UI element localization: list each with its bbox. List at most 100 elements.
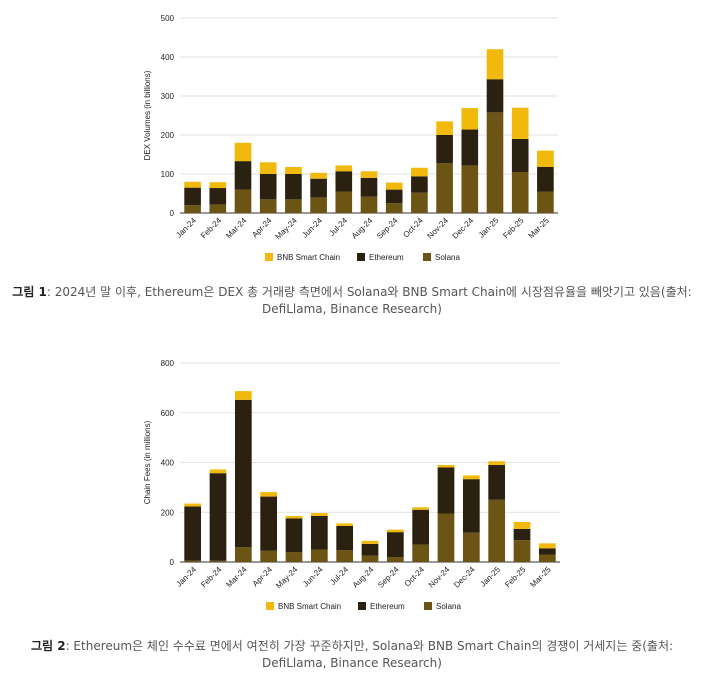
figure-1-caption: 그림 1: 2024년 말 이후, Ethereum은 DEX 총 거래량 측면… bbox=[0, 284, 704, 318]
bar-segment bbox=[259, 162, 277, 174]
bar-segment bbox=[184, 560, 202, 562]
bar-segment bbox=[538, 543, 556, 549]
bar-segment bbox=[385, 203, 403, 213]
x-tick-label: Jun-24 bbox=[301, 565, 325, 589]
bar-segment bbox=[209, 473, 227, 561]
bar-segment bbox=[184, 506, 202, 561]
figure-2-caption: 그림 2: Ethereum은 체인 수수료 면에서 여전히 가장 꾸준하지만,… bbox=[0, 638, 704, 672]
legend-label: Solana bbox=[436, 602, 461, 611]
bar-segment bbox=[285, 518, 303, 553]
legend-swatch bbox=[357, 253, 365, 261]
bar-segment bbox=[486, 79, 504, 113]
bar-segment bbox=[462, 479, 480, 533]
bar-segment bbox=[361, 540, 379, 544]
bar-segment bbox=[285, 166, 302, 174]
y-tick-label: 200 bbox=[161, 508, 175, 517]
bar-segment bbox=[335, 171, 353, 192]
bar-segment bbox=[310, 515, 328, 550]
bar-segment bbox=[209, 182, 227, 189]
x-tick-label: Mar-24 bbox=[224, 216, 249, 241]
bar-segment bbox=[285, 199, 302, 213]
x-tick-label: Mar-25 bbox=[527, 216, 552, 241]
bar-segment bbox=[234, 161, 252, 190]
bar-segment bbox=[259, 174, 277, 200]
bar-segment bbox=[310, 178, 327, 198]
bar-segment bbox=[461, 129, 479, 166]
figure-2-caption-source: DefiLlama, Binance Research) bbox=[262, 656, 442, 670]
legend-label: Ethereum bbox=[369, 253, 404, 262]
bar-segment bbox=[511, 172, 529, 213]
y-tick-label: 100 bbox=[161, 170, 175, 179]
bar-segment bbox=[260, 492, 278, 497]
bar-segment bbox=[412, 507, 430, 510]
bar-segment bbox=[209, 204, 227, 213]
bar-segment bbox=[361, 555, 379, 562]
bar-segment bbox=[260, 496, 278, 551]
figure-1-label: 그림 1 bbox=[12, 285, 47, 299]
bar-segment bbox=[360, 196, 378, 213]
x-tick-label: Nov-24 bbox=[427, 565, 452, 590]
bar-segment bbox=[336, 525, 354, 551]
bar-segment bbox=[436, 163, 453, 213]
x-tick-label: Feb-25 bbox=[501, 216, 526, 241]
y-tick-label: 200 bbox=[161, 131, 175, 140]
bar-segment bbox=[412, 509, 430, 545]
bar-segment bbox=[411, 167, 428, 177]
bar-segment bbox=[285, 515, 303, 519]
bar-segment bbox=[513, 528, 531, 541]
bar-segment bbox=[537, 150, 554, 167]
bar-segment bbox=[437, 513, 455, 562]
bar-segment bbox=[513, 521, 531, 529]
x-tick-label: Sep-24 bbox=[376, 565, 401, 590]
x-tick-label: Oct-24 bbox=[403, 565, 427, 589]
bar-segment bbox=[537, 191, 554, 213]
bar-segment bbox=[335, 191, 353, 213]
x-tick-label: Dec-24 bbox=[452, 565, 477, 590]
bar-segment bbox=[511, 138, 529, 173]
bar-segment bbox=[462, 475, 480, 480]
bar-segment bbox=[234, 142, 252, 162]
bar-segment bbox=[385, 182, 403, 190]
x-tick-label: Jan-25 bbox=[477, 216, 501, 240]
bar-segment bbox=[538, 548, 556, 555]
bar-segment bbox=[412, 544, 430, 562]
bar-segment bbox=[386, 532, 404, 558]
bar-segment bbox=[234, 399, 252, 548]
bar-segment bbox=[285, 174, 302, 200]
bar-segment bbox=[437, 467, 455, 514]
bar-segment bbox=[361, 543, 379, 556]
bar-segment bbox=[184, 205, 201, 213]
figure-2-caption-text: : Ethereum은 체인 수수료 면에서 여전히 가장 꾸준하지만, Sol… bbox=[65, 639, 674, 653]
legend-swatch bbox=[423, 253, 431, 261]
bar-segment bbox=[360, 177, 378, 197]
x-tick-label: Apr-24 bbox=[250, 216, 274, 240]
bar-segment bbox=[310, 512, 328, 516]
legend-swatch bbox=[358, 602, 366, 610]
y-tick-label: 300 bbox=[161, 92, 175, 101]
y-tick-label: 400 bbox=[161, 459, 175, 468]
x-tick-label: Nov-24 bbox=[425, 216, 450, 241]
y-tick-label: 400 bbox=[161, 53, 175, 62]
bar-segment bbox=[461, 108, 479, 130]
x-tick-label: Aug-24 bbox=[351, 565, 376, 590]
bar-segment bbox=[234, 547, 252, 562]
legend-swatch bbox=[424, 602, 432, 610]
x-tick-label: Jan-25 bbox=[478, 565, 502, 589]
dex-volumes-chart: 0 100 200 300 400 500 DEX Volumes (in billions… bbox=[0, 0, 704, 325]
legend-label: BNB Smart Chain bbox=[278, 602, 341, 611]
x-tick-label: Jan-24 bbox=[174, 565, 198, 589]
x-tick-label: Aug-24 bbox=[350, 216, 375, 241]
x-tick-label: Jul-24 bbox=[328, 565, 350, 587]
x-tick-label: Mar-25 bbox=[528, 565, 553, 590]
x-tick-label: Dec-24 bbox=[451, 216, 476, 241]
bar-segment bbox=[360, 171, 378, 178]
legend-label: Ethereum bbox=[370, 602, 405, 611]
x-tick-label: Feb-24 bbox=[199, 216, 224, 241]
bar-segment bbox=[462, 532, 480, 562]
y-axis-title: DEX Volumes (in billions) bbox=[143, 70, 152, 160]
bar-segment bbox=[411, 176, 428, 193]
bar-segment bbox=[260, 550, 278, 562]
bar-segment bbox=[511, 107, 529, 139]
legend-label: Solana bbox=[435, 253, 460, 262]
legend-swatch bbox=[266, 602, 274, 610]
